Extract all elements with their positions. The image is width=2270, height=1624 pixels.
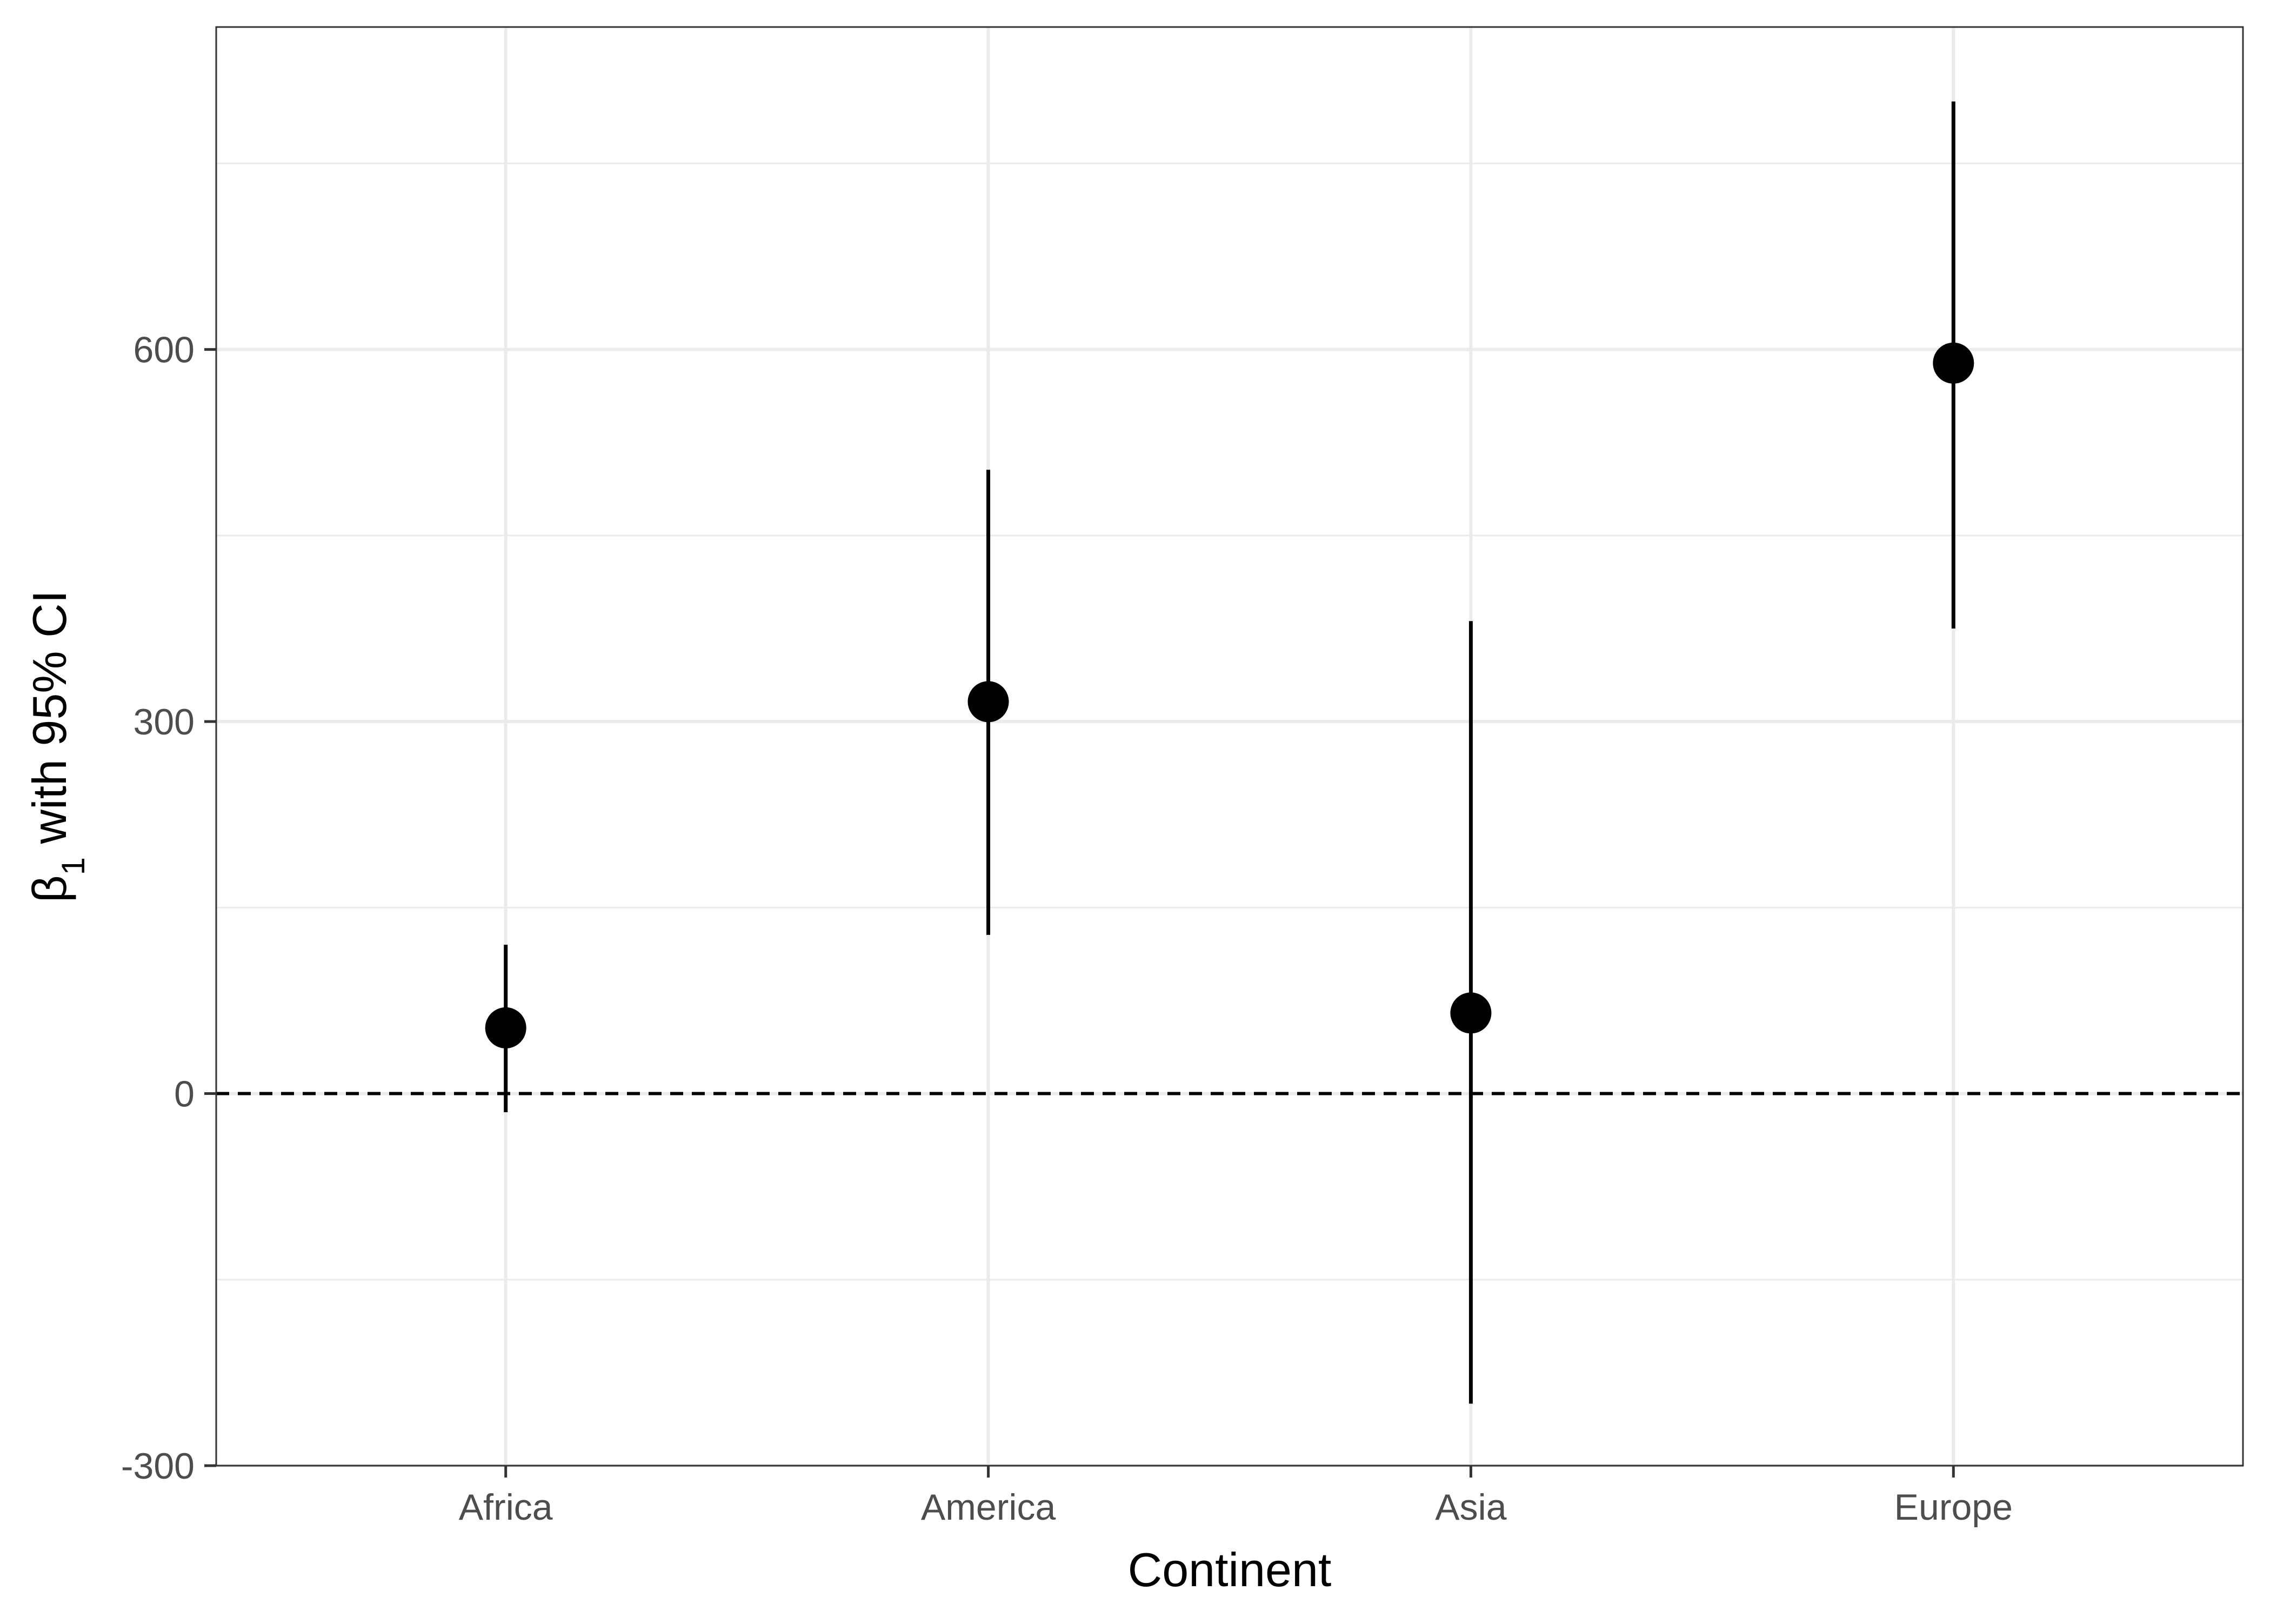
x-tick-label-europe: Europe [1894,1487,2013,1528]
x-tick-label-africa: Africa [459,1487,553,1528]
estimate-point-europe [1933,342,1974,384]
panel-border [215,26,2244,1467]
tick-labels-layer: -300 0 300 600 Africa America Asia Europe [121,330,2013,1528]
y-tick-label: 300 [133,701,195,743]
marks-layer [485,101,1974,1404]
y-axis-title: β1 with 95% CI [23,590,91,903]
estimate-point-africa [485,1007,526,1048]
y-axis-title-suffix: with 95% CI [23,590,76,857]
estimate-point-asia [1450,992,1492,1034]
y-tick-label: 0 [174,1074,195,1115]
ticks-layer [204,348,1955,1478]
y-axis-title-prefix: β [23,875,76,903]
x-axis-title: Continent [1128,1543,1332,1596]
y-tick-label: -300 [121,1446,195,1487]
y-axis-title-subscript: 1 [55,857,91,875]
x-tick-label-asia: Asia [1435,1487,1506,1528]
grid-layer [216,27,2243,1467]
x-tick-label-america: America [921,1487,1056,1528]
estimate-point-america [967,681,1009,723]
y-tick-label: 600 [133,330,195,371]
